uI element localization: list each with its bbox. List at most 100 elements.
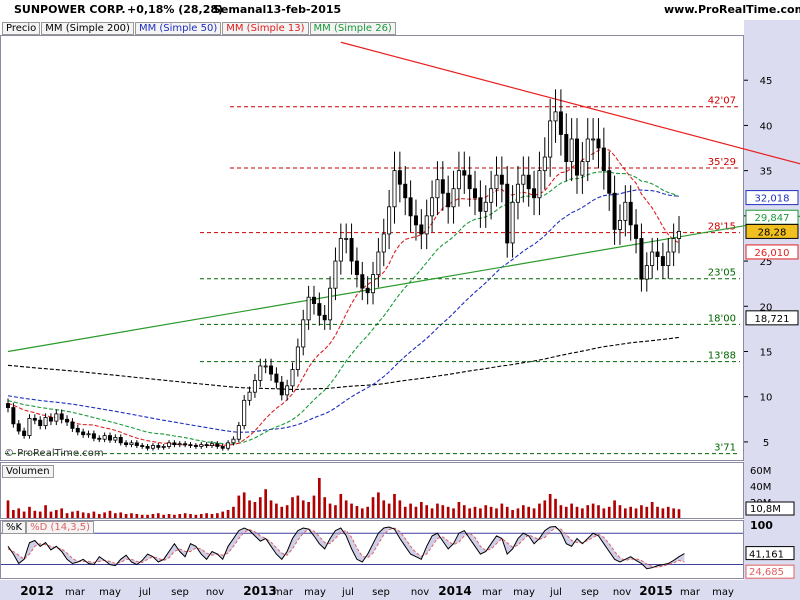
volume-label[interactable]: Volumen <box>2 465 54 478</box>
volume-bar <box>457 502 461 518</box>
candle-body <box>91 433 96 439</box>
candle-body <box>607 170 612 194</box>
price-tick-label: 35 <box>760 167 773 178</box>
volume-bar <box>6 500 10 518</box>
volume-bar <box>189 514 192 518</box>
candle-body <box>285 385 290 396</box>
volume-panel-title: Volumen <box>2 465 54 478</box>
time-tick-label: mar <box>273 587 294 598</box>
volume-bar <box>140 514 144 518</box>
candle-body <box>59 413 64 420</box>
level-label: 18'00 <box>708 313 736 324</box>
trendline-resistance <box>340 41 800 165</box>
legend-ma200[interactable]: MM (Simple 200) <box>41 22 134 35</box>
volume-bar <box>318 478 321 518</box>
volume-bar <box>591 503 595 518</box>
volume-bar <box>291 497 294 518</box>
volume-bar <box>355 506 359 518</box>
volume-bar <box>360 508 364 518</box>
candle-body <box>537 170 542 199</box>
candle-body <box>569 138 574 162</box>
volume-bar <box>366 506 369 518</box>
volume-bar <box>623 508 627 518</box>
candle-body <box>585 138 590 162</box>
candle-body <box>344 238 349 240</box>
time-tick-label: may <box>99 587 121 598</box>
volume-bar <box>462 505 466 518</box>
price-tick-label: 40 <box>760 121 773 132</box>
indicator-legend: Precio MM (Simple 200) MM (Simple 50) MM (S… <box>2 22 397 35</box>
ma13-line <box>7 147 680 447</box>
volume-bar <box>162 514 166 518</box>
candle-body <box>623 201 628 221</box>
volume-bar <box>618 505 622 518</box>
candle-body <box>220 446 225 449</box>
legend-price[interactable]: Precio <box>2 22 41 35</box>
legend-ma26[interactable]: MM (Simple 26) <box>309 22 396 35</box>
value-tag-box <box>745 310 799 326</box>
candle-body <box>16 423 21 432</box>
site-label[interactable]: www.ProRealTime.com <box>664 3 800 16</box>
volume-bar <box>661 508 665 518</box>
volume-bar <box>38 511 42 518</box>
volume-bar <box>344 500 348 518</box>
volume-bar <box>634 508 638 518</box>
volume-bar <box>414 506 418 518</box>
candle-body <box>209 443 214 446</box>
volume-bar <box>629 506 633 518</box>
volume-bar <box>135 514 139 518</box>
legend-ma50[interactable]: MM (Simple 50) <box>134 22 222 35</box>
price-tick-label: 25 <box>760 257 773 268</box>
stoch-d-label[interactable]: %D (14,3,5) <box>26 521 95 534</box>
candle-body <box>440 179 445 194</box>
candle-body <box>515 183 520 203</box>
volume-bar <box>672 508 675 518</box>
chart-header: SUNPOWER CORP. +0,18% (28,28) Semanal 13… <box>0 0 800 20</box>
candle-body <box>628 201 633 226</box>
legend-ma13[interactable]: MM (Simple 13) <box>222 22 309 35</box>
volume-bar <box>285 505 289 518</box>
candle-body <box>231 438 236 444</box>
volume-bar <box>237 495 241 518</box>
volume-bar <box>393 494 396 518</box>
time-axis-band <box>0 580 800 600</box>
volume-bar <box>538 503 541 518</box>
candle-body <box>11 407 16 425</box>
candle-body <box>499 174 504 185</box>
candle-body <box>269 365 274 375</box>
stoch-panel-title: %K %D (14,3,5) <box>2 521 95 534</box>
candle-body <box>258 365 263 381</box>
time-tick-label: 2014 <box>438 584 471 598</box>
volume-bar <box>468 508 471 518</box>
watermark: © ProRealTime.com <box>4 448 104 459</box>
volume-bar <box>253 502 257 518</box>
volume-bar <box>81 512 85 518</box>
volume-bar <box>409 503 412 518</box>
time-tick-label: nov <box>206 587 224 598</box>
volume-bar <box>280 506 284 518</box>
volume-bar <box>521 505 525 518</box>
panel-frame <box>0 35 744 461</box>
candle-body <box>140 445 145 447</box>
value-tag-label: 18,721 <box>755 314 790 325</box>
candle-body <box>6 403 10 408</box>
volume-bar <box>559 505 563 518</box>
volume-bar <box>178 514 182 518</box>
candle-body <box>596 138 601 149</box>
volume-bar <box>307 502 310 518</box>
candle-body <box>521 174 526 185</box>
stoch-k-label[interactable]: %K <box>2 521 27 534</box>
volume-bar <box>613 500 616 518</box>
volume-bar <box>65 513 69 518</box>
volume-bar <box>446 506 450 518</box>
volume-bar <box>92 511 96 518</box>
candle-body <box>322 314 327 321</box>
candle-body <box>102 435 107 440</box>
volume-bar <box>323 497 327 518</box>
candle-body <box>349 238 354 262</box>
volume-bar <box>76 510 80 518</box>
volume-bar <box>264 489 267 518</box>
volume-bar <box>97 514 101 518</box>
period-label: Semanal <box>213 3 267 16</box>
time-tick-label: 2013 <box>243 584 276 598</box>
